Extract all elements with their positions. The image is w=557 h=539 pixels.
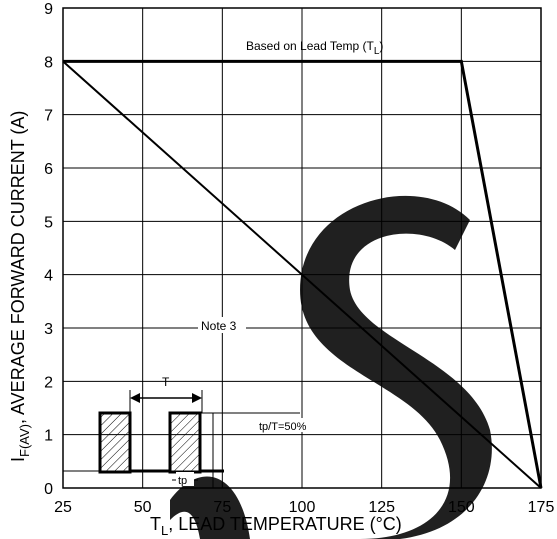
y-tick-label: 8 xyxy=(44,54,53,71)
inset-period-arrowhead-right xyxy=(192,393,202,403)
inset-period-label: T xyxy=(162,375,170,389)
y-tick-label: 4 xyxy=(44,268,53,285)
inset-duty-label: tp/T=50% xyxy=(259,421,307,433)
lead-temp-annotation: Based on Lead Temp (TL) xyxy=(246,39,383,57)
series-group xyxy=(62,59,543,489)
inset-pulse-2 xyxy=(168,411,202,474)
plot-frame xyxy=(62,7,542,489)
x-tick-label: 75 xyxy=(213,499,231,516)
inset-pulse-label: tp xyxy=(178,475,187,487)
x-tick-label: 50 xyxy=(134,499,152,516)
x-tick-label: 25 xyxy=(54,499,72,516)
x-tick-label: 125 xyxy=(368,499,395,516)
series-line-1-drop xyxy=(460,61,542,489)
y-tick-label: 7 xyxy=(44,108,53,125)
x-tick-label: 150 xyxy=(448,499,475,516)
note-3-annotation: Note 3 xyxy=(201,319,237,333)
y-axis-title: IF(AV), AVERAGE FORWARD CURRENT (A) xyxy=(8,111,32,462)
plot-border xyxy=(62,7,542,489)
watermark xyxy=(170,195,492,539)
x-tick-label: 175 xyxy=(528,499,555,516)
inset-period-arrowhead-left xyxy=(130,393,140,403)
series-line-2 xyxy=(62,60,542,489)
watermark-s-shape xyxy=(300,195,492,539)
y-tick-label: 0 xyxy=(44,481,53,498)
y-tick-label: 3 xyxy=(44,321,53,338)
y-tick-label: 6 xyxy=(44,161,53,178)
x-tick-label: 100 xyxy=(289,499,316,516)
y-tick-labels: 0 1 2 3 4 5 6 7 8 9 xyxy=(44,1,53,498)
y-tick-label: 9 xyxy=(44,1,53,18)
x-tick-labels: 25 50 75 100 125 150 175 xyxy=(54,499,554,516)
x-axis-title: TL, LEAD TEMPERATURE (°C) xyxy=(150,514,402,538)
inset-waveform: T tp tp/T=50% xyxy=(63,375,318,488)
y-tick-label: 5 xyxy=(44,214,53,231)
y-tick-label: 2 xyxy=(44,374,53,391)
watermark-arc-shape xyxy=(170,476,250,539)
inset-pulse-1 xyxy=(98,411,132,474)
y-tick-label: 1 xyxy=(44,428,53,445)
